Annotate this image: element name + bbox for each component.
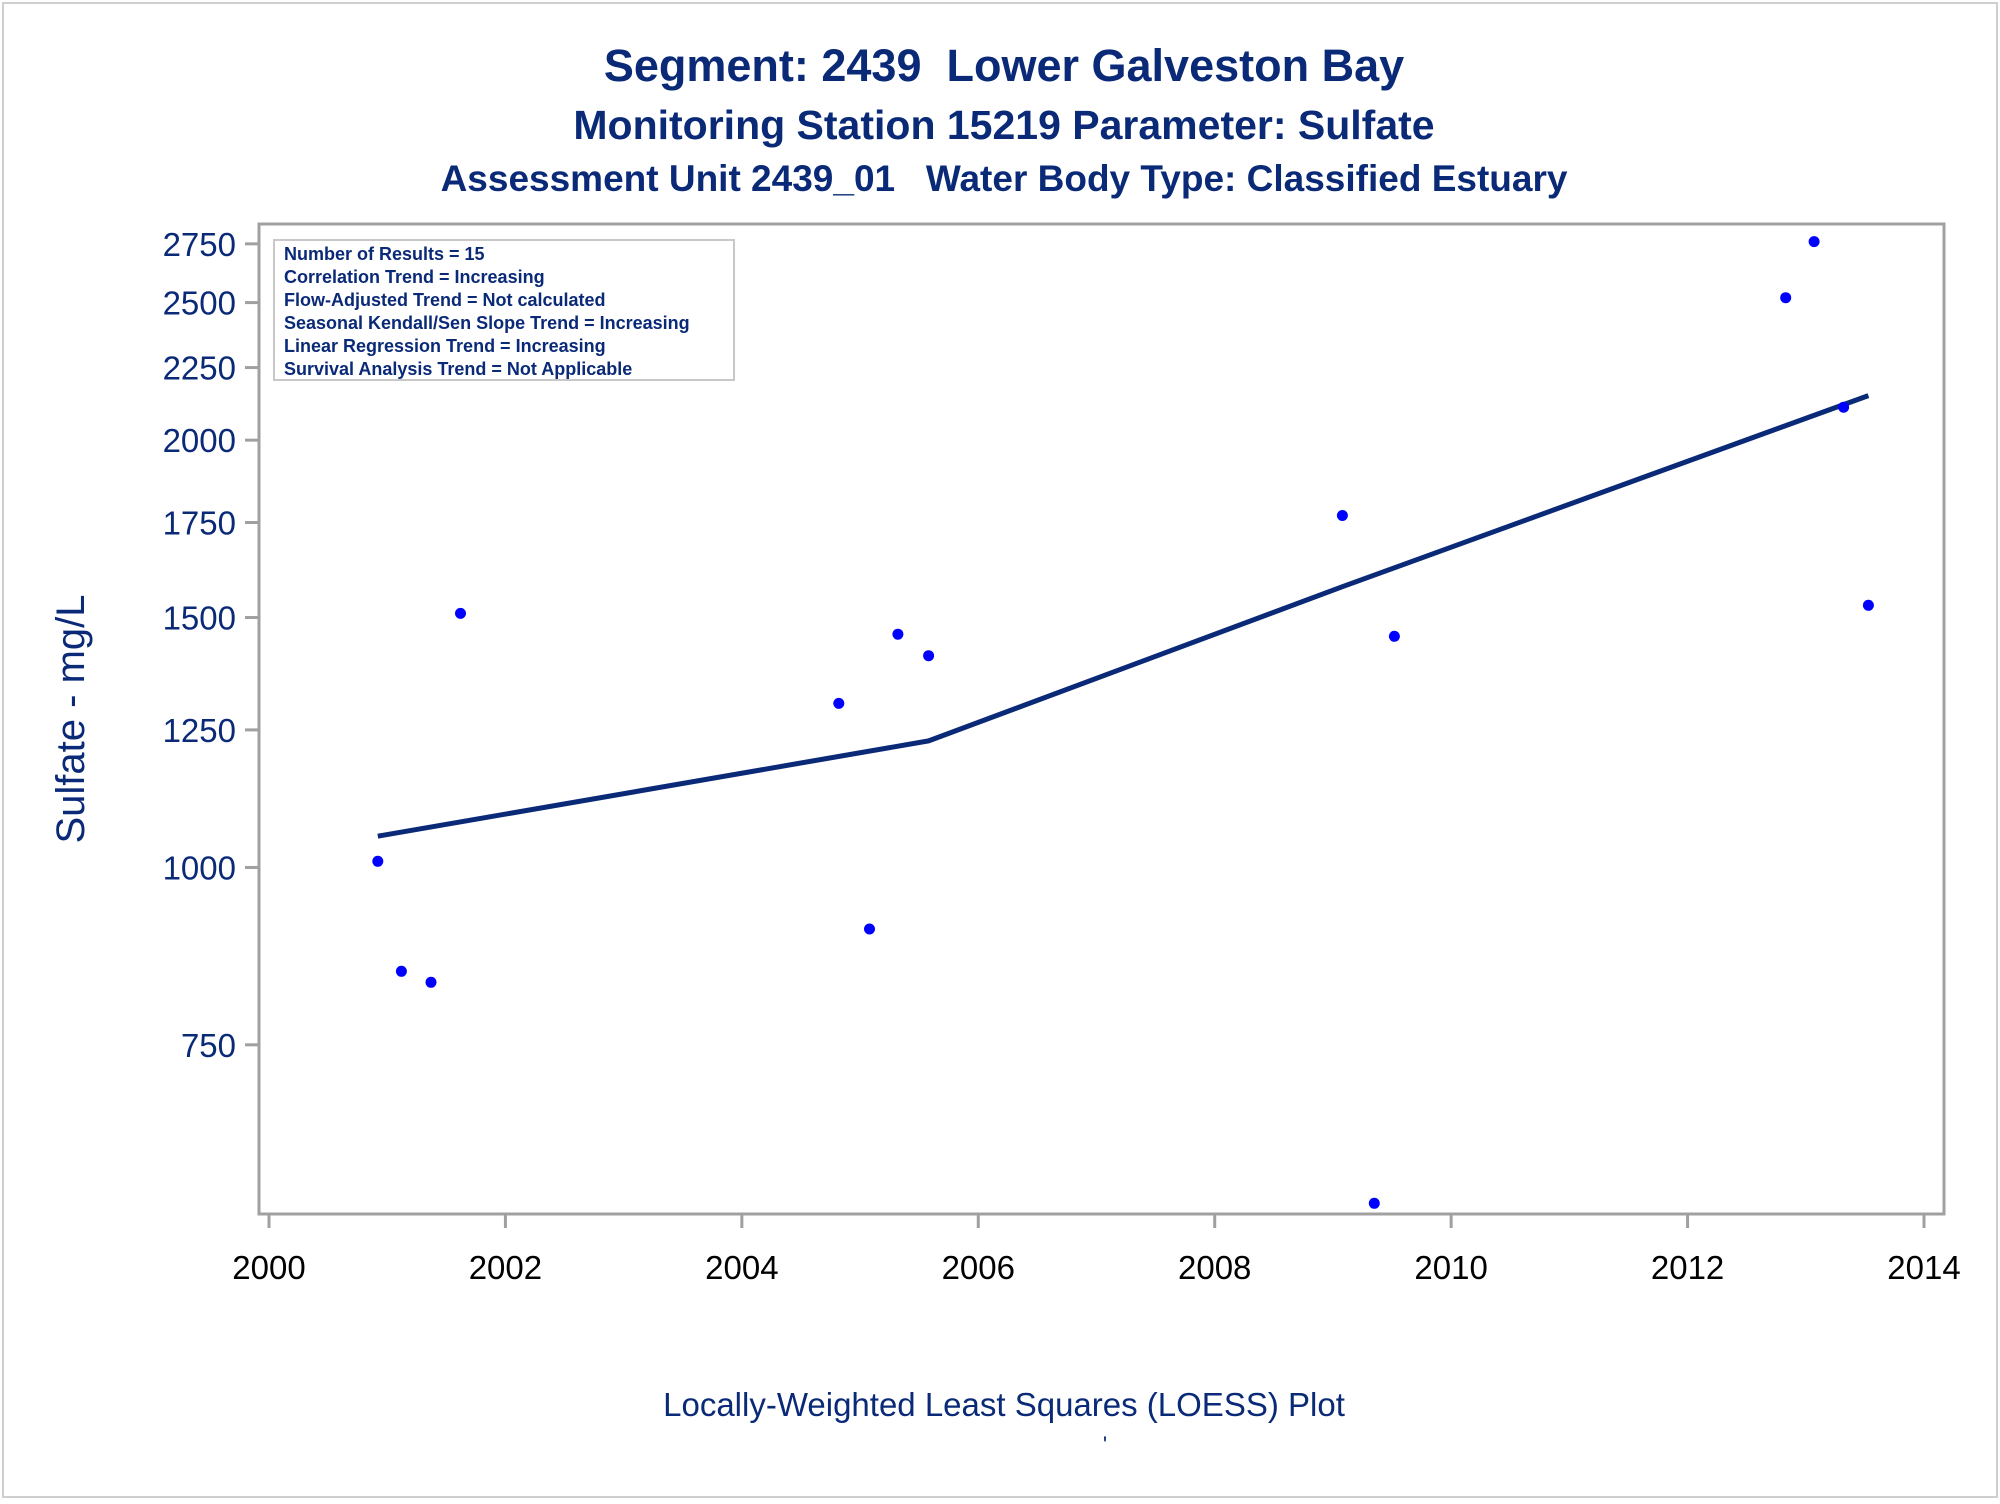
data-point [1838,401,1850,413]
y-tick-label: 750 [181,1027,236,1064]
y-tick-label: 1250 [163,712,236,749]
y-tick-label: 1750 [163,504,236,541]
footnote-mark: ' [1102,1432,1108,1457]
x-tick-label: 2006 [942,1249,1015,1286]
y-tick-label: 2250 [163,350,236,387]
data-point [1780,292,1792,304]
chart-footnote: Locally-Weighted Least Squares (LOESS) P… [663,1386,1345,1423]
y-tick-label: 2500 [163,285,236,322]
inset-line-3: Flow-Adjusted Trend = Not calculated [284,290,606,310]
x-tick-label: 2000 [232,1249,305,1286]
trend-line [377,393,1870,839]
data-point [425,976,437,988]
trend-summary-border [273,239,735,381]
x-tick-label: 2010 [1414,1249,1487,1286]
y-tick-label: 1000 [163,849,236,886]
x-tick-label: 2004 [705,1249,778,1286]
data-point [864,923,875,935]
y-tick-label: 1500 [163,600,236,637]
data-point [1808,236,1820,248]
inset-line-5: Linear Regression Trend = Increasing [284,336,606,356]
inset-line-1: Number of Results = 15 [284,244,485,264]
data-point [455,607,466,619]
x-tick-label: 2012 [1651,1249,1724,1286]
data-point [1336,510,1348,521]
chart-subtitle-2: Assessment Unit 2439_01 Water Body Type:… [440,158,1568,199]
data-point [892,628,904,640]
data-point [395,965,407,977]
x-tick-label: 2002 [469,1249,542,1286]
x-axis: 2000 2002 2004 2006 2008 2010 2012 2014 [232,1214,1961,1286]
chart-title: Segment: 2439 Lower Galveston Bay [603,40,1405,91]
inset-line-2: Correlation Trend = Increasing [284,267,545,287]
chart-plot: 750 1000 1250 1500 1750 2000 2250 2500 2750 2000… [49,222,1961,1286]
x-tick-label: 2014 [1887,1249,1960,1286]
data-point [1388,630,1400,642]
chart-subtitle: Monitoring Station 15219 Parameter: Sulf… [573,102,1435,148]
y-axis-label: Sulfate - mg/L [49,594,93,843]
data-point [1368,1197,1380,1209]
trend-summary-box: Number of Results = 15 Correlation Trend… [273,239,735,381]
data-point [1862,599,1874,611]
y-tick-label: 2000 [163,422,236,459]
inset-line-4: Seasonal Kendall/Sen Slope Trend = Incre… [284,313,690,333]
inset-line-6: Survival Analysis Trend = Not Applicable [284,359,632,379]
data-point [833,697,845,709]
data-points [372,236,1874,1209]
y-axis: 750 1000 1250 1500 1750 2000 2250 2500 2750 [163,226,259,1064]
y-tick-label: 2750 [163,226,236,263]
trend-line-group [377,393,1870,839]
data-point [372,855,384,867]
data-point [923,650,935,662]
plot-area [257,222,1946,1216]
x-tick-label: 2008 [1178,1249,1251,1286]
